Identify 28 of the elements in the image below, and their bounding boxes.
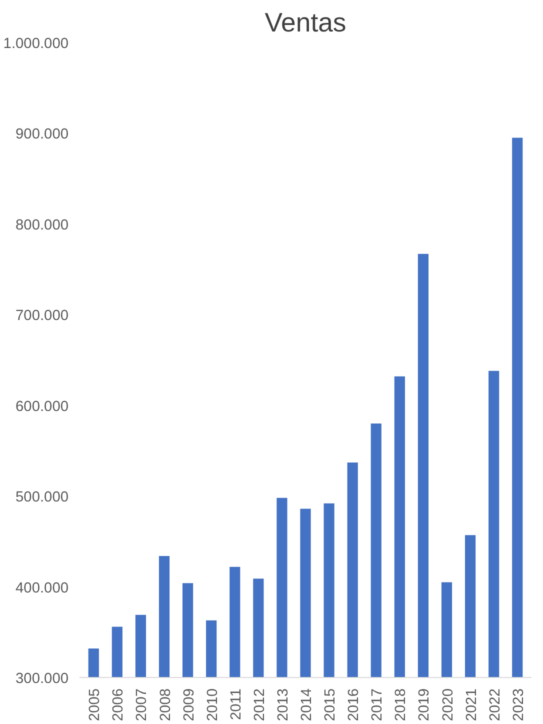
x-tick-label: 2012 <box>252 688 268 722</box>
x-tick-label: 2020 <box>440 688 456 722</box>
x-tick-label: 2014 <box>299 688 315 722</box>
x-tick-label: 2005 <box>87 688 104 722</box>
x-tick-label: 2013 <box>275 688 292 722</box>
x-tick-label: 2007 <box>134 688 150 722</box>
chart-title: Ventas <box>264 8 346 38</box>
x-tick-label: 2023 <box>510 688 527 722</box>
x-tick-label: 2021 <box>464 688 480 722</box>
x-tick-label: 2008 <box>158 688 174 722</box>
x-tick-label: 2010 <box>204 688 221 722</box>
x-tick-label: 2018 <box>393 688 410 722</box>
y-tick-label: 400.000 <box>16 580 69 596</box>
x-tick-label: 2016 <box>346 688 362 722</box>
y-tick-label: 300.000 <box>16 671 69 687</box>
x-tick-label: 2011 <box>228 688 244 720</box>
y-tick-label: 1.000.000 <box>3 36 68 52</box>
x-tick-label: 2022 <box>487 688 504 722</box>
x-tick-label: 2015 <box>322 688 339 722</box>
y-tick-label: 500.000 <box>16 490 69 506</box>
y-tick-label: 600.000 <box>16 398 69 415</box>
x-tick-label: 2017 <box>370 688 386 722</box>
y-tick-label: 700.000 <box>16 308 69 324</box>
x-tick-label: 2006 <box>110 688 127 722</box>
y-tick-label: 800.000 <box>16 217 69 234</box>
x-tick-label: 2019 <box>416 688 433 722</box>
y-tick-label: 900.000 <box>16 126 69 143</box>
x-tick-label: 2009 <box>181 688 198 722</box>
